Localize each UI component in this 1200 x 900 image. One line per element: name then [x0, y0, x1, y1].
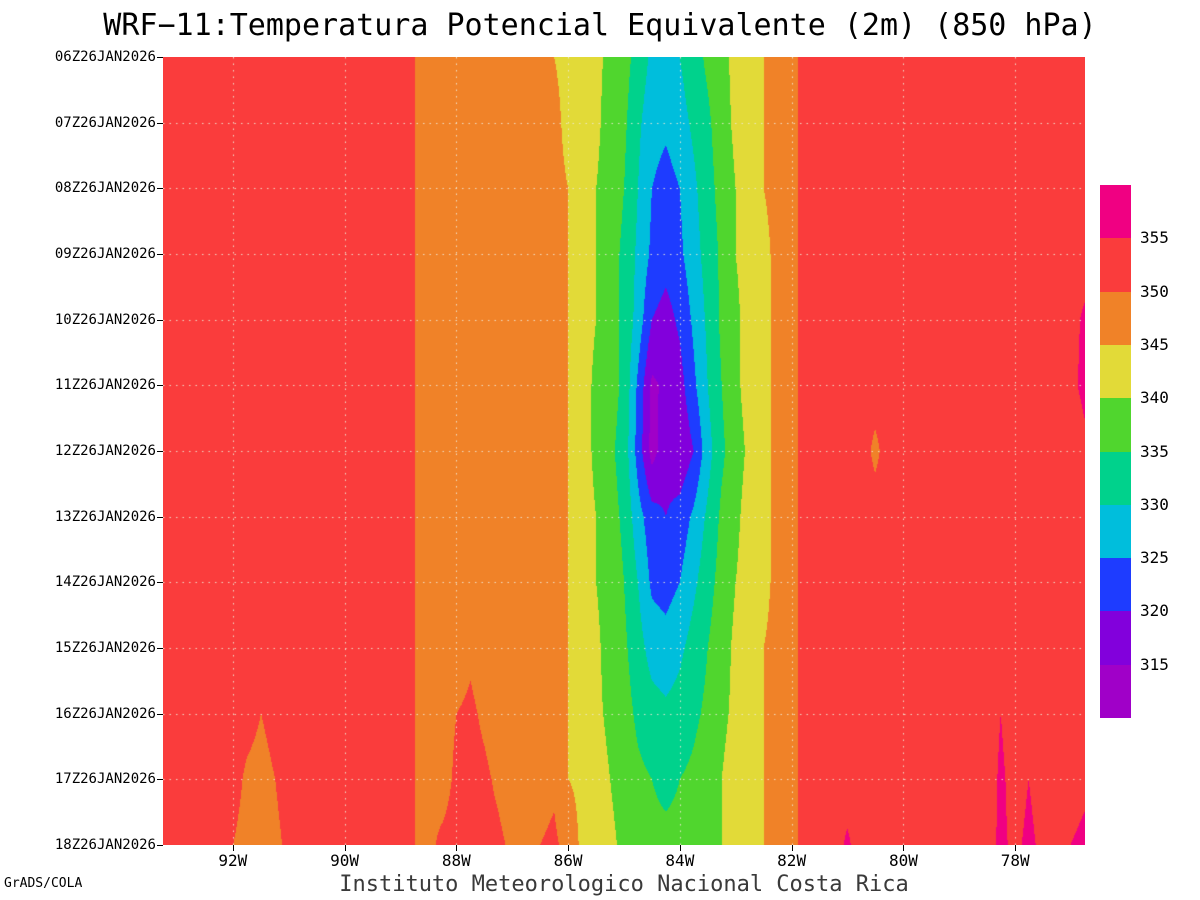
y-axis-tick: [157, 845, 163, 846]
footer-caption: Instituto Meteorologico Nacional Costa R…: [339, 872, 909, 897]
x-axis-label: 82W: [777, 851, 807, 870]
x-axis-label: 86W: [553, 851, 583, 870]
colorbar-segment: [1100, 611, 1131, 666]
colorbar-segment: [1100, 398, 1131, 452]
x-axis-tick: [344, 845, 346, 851]
colorbar-label: 315: [1140, 654, 1169, 674]
y-axis-label: 12Z26JAN2026: [54, 443, 156, 459]
y-axis-tick: [157, 188, 163, 190]
y-axis-tick: [157, 319, 163, 321]
x-axis-tick: [1015, 845, 1017, 851]
colorbar-segment: [1100, 291, 1131, 346]
y-axis-label: 17Z26JAN2026: [54, 771, 156, 788]
y-axis-tick: [157, 713, 163, 715]
x-axis-tick: [568, 845, 570, 851]
x-axis-label: 88W: [441, 851, 471, 870]
y-axis-label: 08Z26JAN2026: [54, 180, 156, 197]
colorbar-segment: [1100, 238, 1131, 293]
y-axis-label: 09Z26JAN2026: [54, 246, 156, 262]
x-axis-tick: [456, 845, 458, 851]
colorbar-label: 330: [1140, 494, 1169, 514]
y-axis-label: 13Z26JAN2026: [54, 508, 156, 525]
colorbar-label: 320: [1140, 601, 1169, 621]
grads-credit: GrADS/COLA: [4, 876, 83, 891]
x-axis-tick: [679, 845, 681, 851]
colorbar-segment: [1100, 558, 1131, 612]
y-axis-label: 14Z26JAN2026: [54, 574, 156, 591]
y-axis-tick: [157, 254, 163, 255]
x-axis-tick: [903, 845, 905, 851]
y-axis-label: 10Z26JAN2026: [54, 311, 156, 328]
y-axis-tick: [157, 57, 163, 58]
colorbar-segment: [1100, 664, 1131, 719]
y-axis-label: 16Z26JAN2026: [54, 705, 156, 722]
x-axis-tick: [791, 845, 793, 851]
colorbar-label: 325: [1140, 548, 1169, 568]
y-axis-label: 06Z26JAN2026: [54, 49, 156, 65]
colorbar-label: 345: [1140, 334, 1169, 354]
colorbar: [1100, 185, 1131, 719]
colorbar-label: 340: [1140, 388, 1169, 408]
colorbar-segment: [1100, 344, 1131, 399]
y-axis-label: 15Z26JAN2026: [54, 640, 156, 656]
colorbar-label: 335: [1140, 441, 1169, 461]
x-axis-label: 84W: [665, 851, 695, 870]
y-axis-tick: [157, 385, 163, 387]
heatmap-canvas: [163, 57, 1085, 845]
y-axis-label: 18Z26JAN2026: [54, 837, 156, 853]
x-axis-label: 92W: [218, 851, 248, 870]
y-axis-tick: [157, 779, 163, 781]
x-axis-label: 80W: [888, 851, 918, 870]
colorbar-segment: [1100, 504, 1131, 559]
y-axis-tick: [157, 582, 163, 584]
y-axis-tick: [157, 122, 163, 124]
colorbar-label: 355: [1140, 228, 1169, 248]
y-axis-tick: [157, 516, 163, 518]
y-axis-tick: [157, 648, 163, 649]
y-axis-tick: [157, 451, 163, 452]
x-axis-label: 90W: [330, 851, 360, 870]
x-axis-label: 78W: [1000, 851, 1030, 870]
colorbar-segment: [1100, 451, 1131, 506]
plot-area: [163, 57, 1085, 845]
y-axis-label: 07Z26JAN2026: [54, 114, 156, 131]
colorbar-label: 350: [1140, 281, 1169, 301]
chart-title: WRF−11:Temperatura Potencial Equivalente…: [103, 8, 1097, 43]
y-axis-label: 11Z26JAN2026: [54, 377, 156, 394]
colorbar-segment: [1100, 185, 1131, 239]
x-axis-tick: [232, 845, 234, 851]
